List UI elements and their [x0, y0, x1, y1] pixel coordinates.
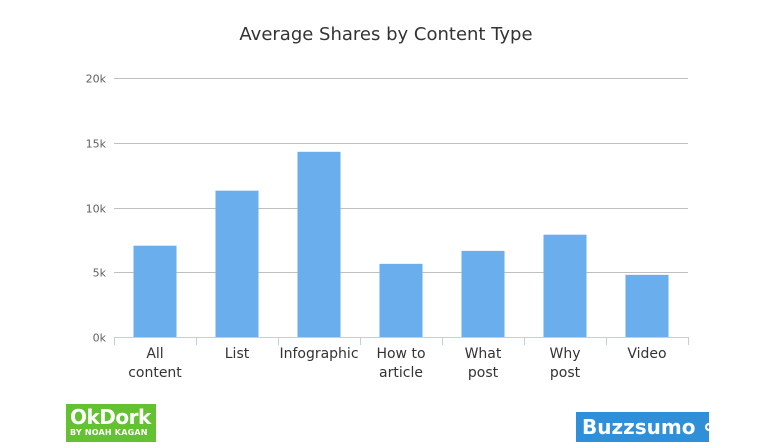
bar [133, 245, 177, 337]
category-label-line: article [379, 365, 423, 381]
category-label-line: List [225, 346, 250, 362]
x-axis-ticks [114, 337, 689, 345]
bar [297, 151, 341, 337]
signal-icon [704, 417, 719, 432]
okdork-logo-subtext: BY NOAH KAGAN [70, 428, 148, 437]
y-tick-label: 20k [86, 73, 107, 86]
okdork-logo-text: OkDork [70, 405, 151, 429]
bars [133, 151, 669, 337]
gridlines [114, 78, 688, 273]
category-label-line: Infographic [279, 346, 358, 362]
bar [379, 263, 423, 337]
y-axis-ticks: 0k 5k 10k 15k 20k [86, 73, 107, 345]
y-tick-label: 10k [86, 203, 107, 216]
category-label-line: Why [549, 346, 580, 362]
category-label: Infographic [279, 346, 358, 362]
y-tick-label: 5k [93, 267, 107, 280]
okdork-logo: OkDork BY NOAH KAGAN [66, 404, 156, 442]
y-tick-label: 15k [86, 138, 107, 151]
bar [215, 190, 259, 337]
category-label-line: post [550, 365, 581, 381]
category-label-line: post [468, 365, 499, 381]
category-label: List [225, 346, 250, 362]
category-label-line: How to [376, 346, 425, 362]
category-label: What post [465, 346, 502, 381]
bar [461, 250, 505, 337]
category-label-line: Video [627, 346, 666, 362]
bar [625, 274, 669, 337]
buzzsumo-logo: Buzzsumo [576, 412, 719, 442]
buzzsumo-logo-text: Buzzsumo [582, 415, 696, 439]
category-label-line: What [465, 346, 502, 362]
category-label: All content [128, 346, 182, 381]
category-labels: All content List Infographic How to article Wh… [128, 346, 666, 381]
category-label: How to article [376, 346, 425, 381]
category-label-line: All [146, 346, 163, 362]
bar [543, 234, 587, 337]
y-tick-label: 0k [93, 332, 107, 345]
category-label-line: content [128, 365, 182, 381]
chart-title: Average Shares by Content Type [239, 24, 532, 45]
category-label: Why post [549, 346, 580, 381]
category-label: Video [627, 346, 666, 362]
